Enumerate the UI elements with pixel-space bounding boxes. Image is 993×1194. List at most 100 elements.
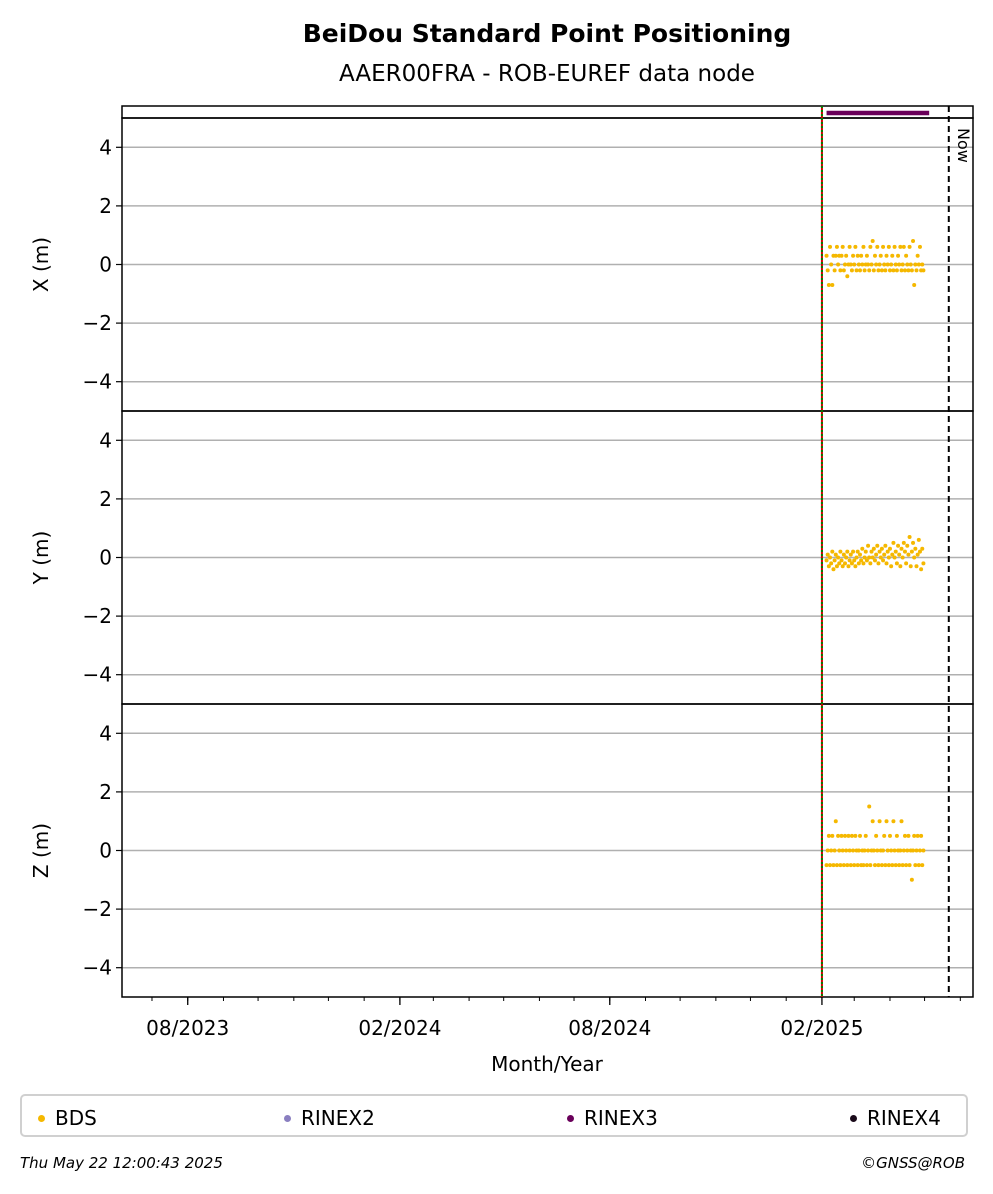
data-point <box>824 863 829 868</box>
data-point <box>911 239 916 244</box>
data-point <box>872 863 877 868</box>
data-point <box>919 833 924 838</box>
data-point <box>833 552 838 557</box>
data-point <box>906 268 911 273</box>
y-tick-label: −2 <box>83 897 112 921</box>
data-point <box>826 564 831 569</box>
data-point <box>831 863 836 868</box>
data-point <box>845 274 850 279</box>
data-point <box>885 848 890 853</box>
data-point <box>869 549 874 554</box>
data-point <box>887 546 892 551</box>
data-point <box>841 268 846 273</box>
data-point <box>874 262 879 267</box>
legend-marker-rinex2 <box>284 1114 291 1122</box>
legend-label-rinex2: RINEX2 <box>301 1106 375 1130</box>
data-point <box>886 863 891 868</box>
data-point <box>921 561 926 566</box>
data-point <box>828 244 833 249</box>
data-point <box>868 561 873 566</box>
data-point <box>867 555 872 560</box>
data-point <box>833 253 838 258</box>
data-point <box>894 268 899 273</box>
data-point <box>914 564 919 569</box>
y-tick-label: 2 <box>99 194 112 218</box>
data-point <box>911 848 916 853</box>
data-point <box>887 268 892 273</box>
legend-item-rinex2: RINEX2 <box>284 1106 375 1130</box>
data-point <box>914 268 919 273</box>
data-point <box>886 244 891 249</box>
data-point <box>851 848 856 853</box>
data-point <box>876 268 881 273</box>
data-point <box>870 819 875 824</box>
data-point <box>890 253 895 258</box>
data-point <box>905 543 910 548</box>
data-point <box>875 543 880 548</box>
data-point <box>912 833 917 838</box>
data-point <box>857 833 862 838</box>
data-point <box>912 283 917 288</box>
data-point <box>848 552 853 557</box>
y-tick-label: −4 <box>83 956 112 980</box>
data-point <box>834 564 839 569</box>
data-point <box>838 549 843 554</box>
data-point <box>828 555 833 560</box>
data-point <box>843 262 848 267</box>
data-point <box>825 552 830 557</box>
data-point <box>861 244 866 249</box>
data-point <box>907 244 912 249</box>
data-point <box>826 283 831 288</box>
data-point <box>856 848 861 853</box>
data-point <box>900 555 905 560</box>
data-point <box>859 253 864 258</box>
data-point <box>864 558 869 563</box>
data-point <box>824 558 829 563</box>
data-point <box>884 253 889 258</box>
data-point <box>843 561 848 566</box>
data-point <box>836 833 841 838</box>
data-point <box>853 564 858 569</box>
data-point <box>921 848 926 853</box>
chart: BeiDou Standard Point Positioning AAER00F… <box>29 19 974 1076</box>
footer-timestamp: Thu May 22 12:00:43 2025 <box>20 1154 223 1172</box>
data-point <box>843 833 848 838</box>
data-point <box>914 848 919 853</box>
data-point <box>916 863 921 868</box>
legend-marker-rinex3 <box>567 1114 574 1122</box>
legend-marker-rinex4 <box>850 1114 857 1122</box>
data-point <box>881 558 886 563</box>
data-point <box>841 863 846 868</box>
data-point <box>839 558 844 563</box>
data-point <box>902 268 907 273</box>
chart-subtitle: AAER00FRA - ROB-EUREF data node <box>339 61 755 87</box>
data-point <box>867 804 872 809</box>
data-point <box>848 863 853 868</box>
data-point <box>859 558 864 563</box>
data-point <box>899 819 904 824</box>
footer-credit: ©GNSS@ROB <box>861 1154 965 1172</box>
legend-label-rinex3: RINEX3 <box>584 1106 658 1130</box>
data-point <box>906 833 911 838</box>
data-point <box>861 561 866 566</box>
data-point <box>915 552 920 557</box>
data-point <box>878 253 883 258</box>
data-point <box>883 863 888 868</box>
data-point <box>845 863 850 868</box>
data-point <box>892 244 897 249</box>
y-tick-label: 2 <box>99 487 112 511</box>
data-point <box>920 262 925 267</box>
y-axis-label: Y (m) <box>29 531 53 586</box>
data-point <box>870 239 875 244</box>
data-point <box>909 549 914 554</box>
data-point <box>872 558 877 563</box>
data-point <box>882 552 887 557</box>
data-point <box>866 543 871 548</box>
data-point <box>852 262 857 267</box>
legend-label-bds: BDS <box>55 1106 97 1130</box>
data-point <box>841 552 846 557</box>
data-point <box>899 268 904 273</box>
data-point <box>912 555 917 560</box>
panel-frame <box>121 703 974 998</box>
data-point <box>838 268 843 273</box>
